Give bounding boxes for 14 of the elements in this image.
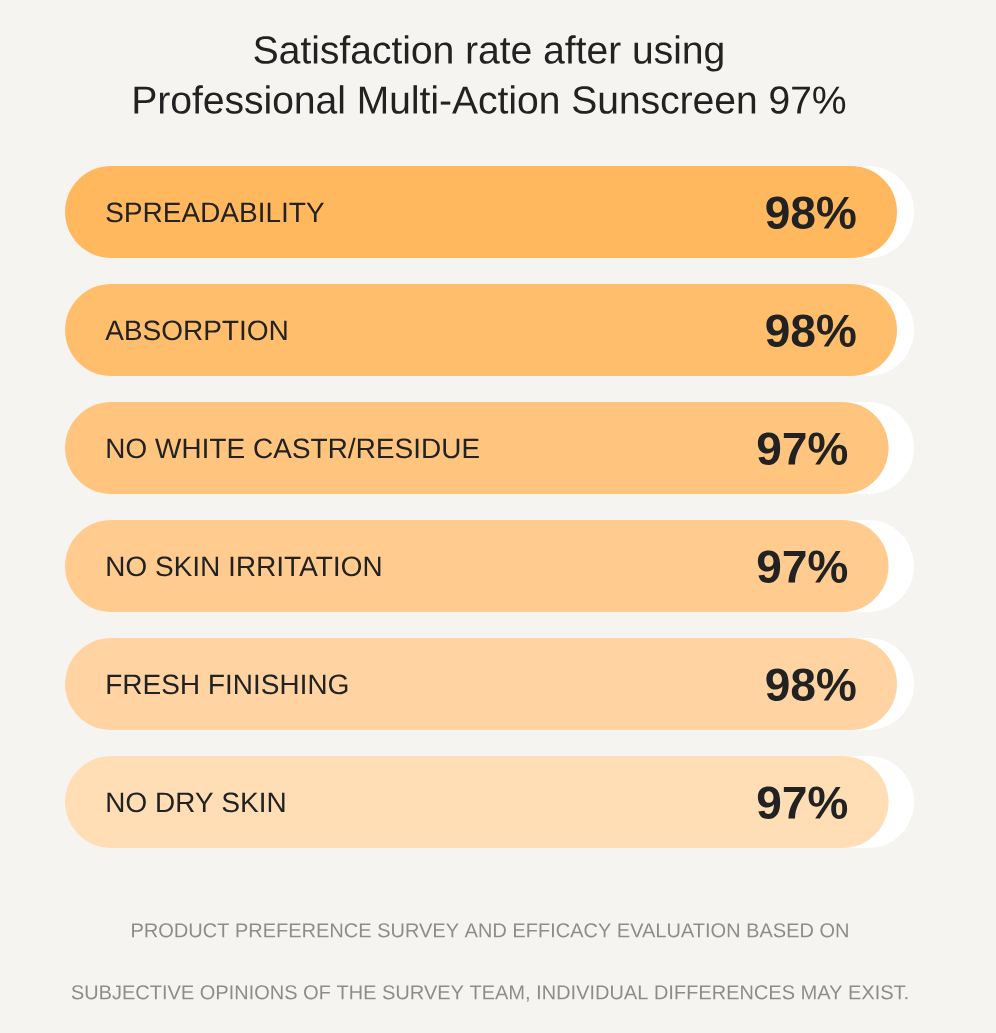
data-label: 98% — [766, 196, 856, 229]
data-label: 97% — [757, 550, 848, 583]
data-label: 97% — [757, 432, 848, 465]
text: PRODUCT PREFERENCE SURVEY AND EFFICACY EVALUATION BASED ON SUBJECTIVE OPINIONS OF THE SURVEY TEAM, INDIVIDUAL DIFFERENCES MAY EXIST. — [71, 923, 908, 1002]
y-tick-label: NO WHITE CASTR/RESIDUE — [107, 437, 479, 459]
y-tick-label: NO SKIN IRRITATION — [107, 556, 381, 577]
y-tick-label: NO DRY SKIN — [107, 792, 285, 813]
y-tick-label: ABSORPTION — [105, 320, 287, 341]
chart-title: Satisfaction rate after using Professional Multi-Action Sunscreen 97% — [134, 35, 846, 114]
data-label: 98% — [766, 668, 856, 701]
data-label: 98% — [766, 314, 856, 347]
y-tick-label: FRESH FINISHING — [107, 674, 348, 695]
data-label: 97% — [757, 786, 848, 819]
y-tick-label: SPREADABILITY — [106, 202, 324, 223]
